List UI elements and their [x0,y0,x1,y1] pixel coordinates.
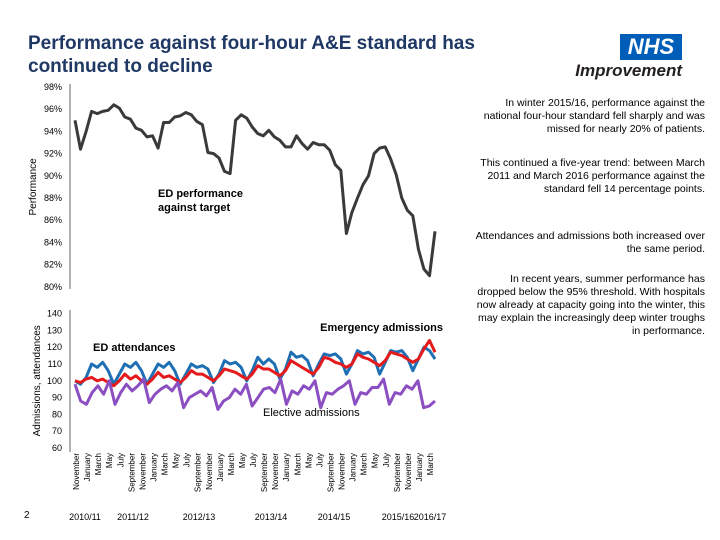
perf-ytick-label: 92% [44,149,62,159]
month-tick-label: March [227,453,236,475]
month-tick-label: March [360,453,369,475]
side-text-4: In recent years, summer performance has … [476,273,705,337]
admissions-ytick-label: 120 [47,342,62,352]
nhs-improvement-logo: NHS Improvement [562,34,688,82]
side-text-2: This continued a five-year trend: betwee… [480,157,705,195]
month-tick-label: March [94,453,103,475]
perf-annotation-line-2: against target [158,202,230,214]
month-tick-label: May [304,453,313,468]
month-tick-label: January [282,453,291,481]
month-tick-label: November [404,453,413,490]
admissions-ytick-label: 140 [47,309,62,319]
admissions-ytick-label: 100 [47,376,62,386]
month-tick-label: July [116,453,125,467]
period-label: 2016/17 [414,512,447,522]
emergency-admissions-line [74,339,437,388]
period-label: 2010/11 [69,512,101,522]
month-tick-label: September [194,453,203,492]
logo-wordmark: Improvement [575,61,682,80]
ed-attendances-line [74,345,437,386]
month-tick-label: January [216,453,225,481]
perf-annotation-line-1: ED performance [158,188,243,200]
admissions-ytick-label: 70 [52,426,62,436]
side-text-3: Attendances and admissions both increase… [475,230,705,255]
perf-ytick-label: 96% [44,104,62,114]
perf-ytick-label: 88% [44,193,62,203]
month-tick-label: July [183,453,192,467]
month-tick-label: November [205,453,214,490]
admissions-ytick-label: 110 [48,359,62,369]
month-tick-label: March [161,453,170,475]
period-label: 2013/14 [255,512,288,522]
month-tick-label: November [138,453,147,490]
period-label: 2011/12 [117,512,149,522]
perf-ytick-label: 90% [44,171,62,181]
month-tick-label: May [238,453,247,468]
admissions-ytick-label: 90 [52,393,62,403]
month-tick-label: September [326,453,335,492]
month-tick-label: March [293,453,302,475]
emergency-admissions-label: Emergency admissions [320,322,443,334]
month-tick-label: January [415,453,424,481]
perf-ytick-label: 98% [44,82,62,92]
perf-ytick-label: 86% [44,215,62,225]
month-tick-label: July [382,453,391,467]
perf-y-axis-title: Performance [28,158,39,216]
admissions-ytick-label: 80 [52,409,62,419]
month-tick-label: November [338,453,347,490]
month-tick-label: November [72,453,81,490]
ed-attendances-label: ED attendances [93,342,176,354]
perf-ytick-label: 94% [44,126,62,136]
period-label: 2014/15 [318,512,351,522]
side-text-1: In winter 2015/16, performance against t… [483,97,705,135]
month-tick-label: January [349,453,358,481]
month-tick-label: May [371,453,380,468]
nhs-logo-mark: NHS [620,34,682,60]
perf-ytick-label: 84% [44,237,62,247]
month-tick-label: September [393,453,402,492]
month-tick-label: September [260,453,269,492]
elective-admissions-label: Elective admissions [263,407,360,419]
month-tick-label: July [249,453,258,467]
period-label: 2012/13 [183,512,216,522]
month-tick-label: November [271,453,280,490]
month-tick-label: January [149,453,158,481]
admissions-ytick-label: 130 [47,325,62,335]
elective-admissions-line [73,377,436,411]
admissions-y-axis-title: Admissions, attendances [32,325,43,436]
page-number: 2 [24,510,30,521]
month-tick-label: September [127,453,136,492]
month-tick-label: January [83,453,92,481]
month-tick-label: July [315,453,324,467]
month-tick-label: May [105,453,114,468]
period-label: 2015/16 [382,512,415,522]
performance-line [73,103,437,278]
page-title: Performance against four-hour A&E standa… [28,33,475,77]
month-tick-label: March [426,453,435,475]
perf-ytick-label: 82% [44,260,62,270]
month-tick-label: May [172,453,181,468]
perf-ytick-label: 80% [44,282,62,292]
admissions-ytick-label: 60 [52,443,62,453]
